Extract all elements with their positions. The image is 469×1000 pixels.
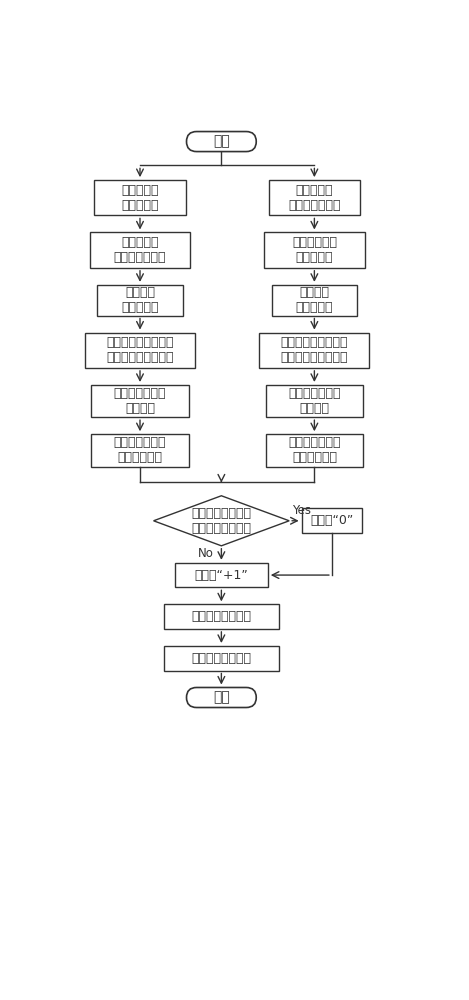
Text: 截取扩散焊
连接界面反射波: 截取扩散焊 连接界面反射波 (114, 236, 166, 264)
Text: No: No (198, 547, 213, 560)
Bar (90, 232, 190, 268)
Text: 计算界面反射波
频谱相位正负: 计算界面反射波 频谱相位正负 (114, 436, 166, 464)
Bar (91, 434, 189, 467)
Text: 采集未焊接
上层试样反射波: 采集未焊接 上层试样反射波 (288, 184, 340, 212)
Bar (164, 646, 279, 671)
Bar (98, 285, 182, 316)
Text: 输出为“0”: 输出为“0” (310, 514, 354, 527)
Bar (272, 285, 357, 316)
Text: 计算界面
反射波频谱: 计算界面 反射波频谱 (121, 286, 159, 314)
Bar (259, 333, 370, 368)
Text: 输出相位突变函数: 输出相位突变函数 (191, 610, 251, 623)
Bar (265, 385, 363, 417)
Text: Yes: Yes (292, 504, 311, 517)
Text: 根据准则判断缺陷: 根据准则判断缺陷 (191, 652, 251, 665)
Bar (269, 180, 360, 215)
Text: 结束: 结束 (213, 690, 230, 704)
Bar (94, 180, 186, 215)
Text: 计算底面反射波
频谱相位: 计算底面反射波 频谱相位 (288, 387, 340, 415)
Text: 输出为“+1”: 输出为“+1” (195, 569, 248, 582)
Text: 计算底面
反射波频谱: 计算底面 反射波频谱 (295, 286, 333, 314)
Text: 开始: 开始 (213, 135, 230, 149)
FancyBboxPatch shape (187, 687, 256, 708)
Text: 采集扩散焊
试样反射波: 采集扩散焊 试样反射波 (121, 184, 159, 212)
Bar (265, 434, 363, 467)
Text: 计算界面反射波
频谱相位: 计算界面反射波 频谱相位 (114, 387, 166, 415)
Bar (91, 385, 189, 417)
Bar (302, 508, 362, 533)
Text: 截取上层试样
底面反射波: 截取上层试样 底面反射波 (292, 236, 337, 264)
Bar (164, 604, 279, 629)
Bar (85, 333, 195, 368)
Polygon shape (153, 496, 289, 546)
FancyBboxPatch shape (187, 132, 256, 152)
Text: 界面和底面反射波
频谱相位正负相同: 界面和底面反射波 频谱相位正负相同 (191, 507, 251, 535)
Text: 截取换能器中心频率
周围界面反射波频谱: 截取换能器中心频率 周围界面反射波频谱 (106, 336, 174, 364)
Bar (264, 232, 365, 268)
Bar (175, 563, 268, 587)
Text: 截取换能器中心频率
周围底面反射波频谱: 截取换能器中心频率 周围底面反射波频谱 (280, 336, 348, 364)
Text: 计算底面反射波
频谱相位正负: 计算底面反射波 频谱相位正负 (288, 436, 340, 464)
